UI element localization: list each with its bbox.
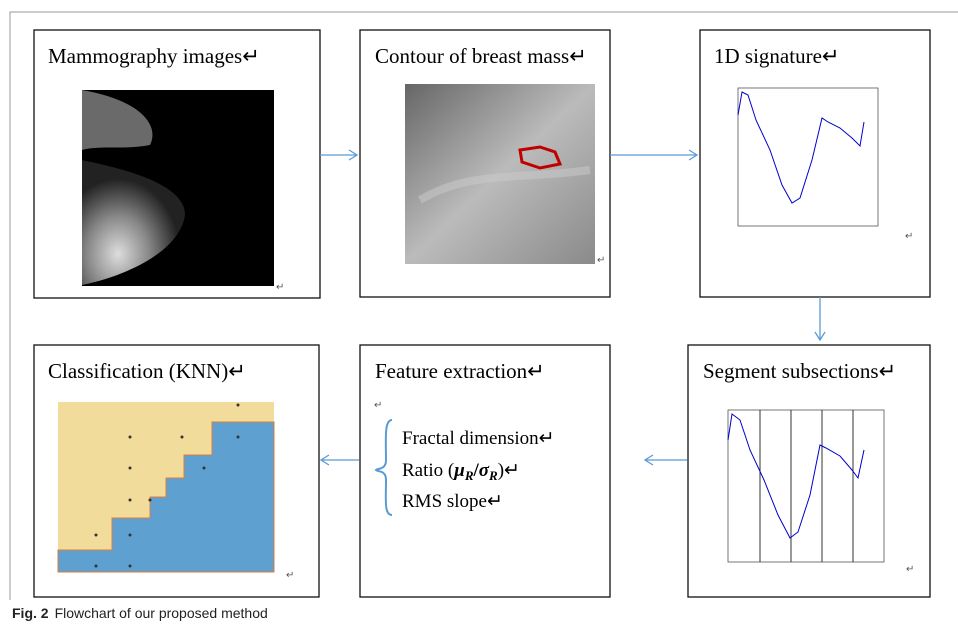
figure: Mammography images↵ Contour of breast ma…	[0, 0, 958, 628]
knn-plot	[58, 402, 274, 572]
box-title: Contour of breast mass↵	[375, 44, 587, 68]
mammogram-image	[82, 90, 274, 286]
paragraph-mark: ↵	[905, 231, 913, 242]
box-title: Segment subsections↵	[703, 359, 896, 383]
math-subscript: R	[464, 468, 474, 483]
feature-text: )↵	[498, 460, 520, 481]
caption: Fig. 2 Flowchart of our proposed method	[12, 605, 268, 621]
signature-plot	[738, 88, 878, 226]
paragraph-mark: ↵	[374, 400, 382, 411]
mass-image	[405, 84, 595, 264]
math-symbol: μ	[453, 460, 465, 481]
paragraph-mark: ↵	[597, 255, 605, 266]
arrow	[645, 455, 687, 465]
math-subscript: R	[488, 468, 498, 483]
feature: Fractal dimension↵	[402, 428, 555, 449]
box-title: 1D signature↵	[714, 44, 840, 68]
box-title: Feature extraction↵	[375, 359, 545, 383]
arrow	[815, 297, 825, 340]
segment-plot	[728, 410, 884, 562]
paragraph-mark: ↵	[286, 570, 294, 581]
paragraph-mark: ↵	[906, 564, 914, 575]
box-title: Classification (KNN)↵	[48, 359, 246, 383]
caption-label: Fig. 2	[12, 605, 49, 621]
arrow	[320, 150, 357, 160]
caption-text: Flowchart of our proposed method	[55, 605, 268, 621]
feature: RMS slope↵	[402, 491, 503, 512]
arrow	[610, 150, 697, 160]
arrow	[321, 455, 359, 465]
box-title: Mammography images↵	[48, 44, 260, 68]
paragraph-mark: ↵	[276, 282, 284, 293]
feature-text: Ratio (	[402, 460, 454, 481]
feature: Ratio (μR/σR)↵	[402, 460, 520, 483]
